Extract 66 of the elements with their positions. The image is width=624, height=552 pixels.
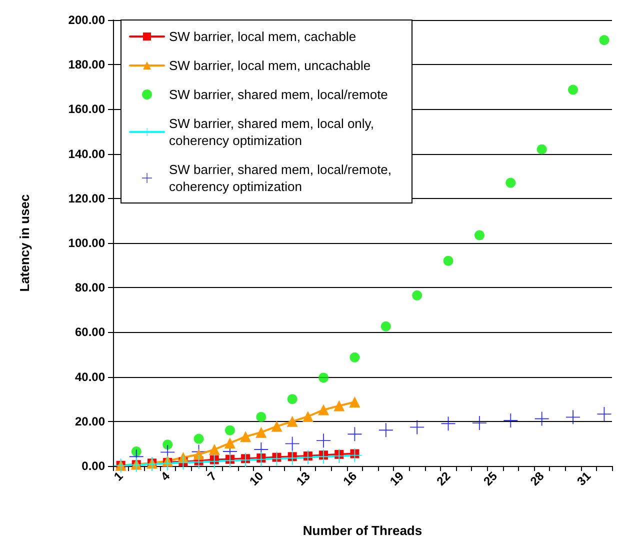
y-tick-label: 120.00 [68, 191, 106, 206]
y-tick-label: 0.00 [82, 459, 106, 473]
point [318, 372, 329, 383]
point [224, 425, 235, 436]
x-tick-label: 28 [527, 468, 548, 488]
point [568, 84, 578, 95]
x-tick-label: 31 [574, 468, 594, 488]
x-tick-label: 10 [246, 468, 266, 488]
point [599, 35, 610, 46]
x-tick-label: 7 [204, 468, 220, 484]
y-tick-label: 160.00 [68, 102, 106, 116]
point [194, 434, 204, 444]
y-tick-label: 200.00 [68, 13, 106, 27]
point [240, 431, 252, 442]
point [256, 412, 266, 422]
x-tick-label: 4 [158, 468, 173, 484]
y-tick-label: 140.00 [68, 146, 106, 161]
point [224, 438, 236, 449]
point [162, 440, 173, 450]
point [443, 256, 454, 266]
x-tick-label: 16 [340, 468, 360, 488]
point [348, 448, 362, 462]
point [318, 404, 330, 416]
legend-label: SW barrier, shared mem, local/remote [169, 87, 388, 102]
y-tick-label: 20.00 [74, 414, 106, 428]
x-tick-label: 22 [434, 468, 454, 488]
point [348, 427, 362, 442]
point [256, 426, 267, 438]
y-tick-label: 60.00 [74, 325, 106, 340]
point [285, 436, 300, 451]
point [193, 448, 204, 460]
point [536, 144, 547, 154]
point [597, 407, 612, 422]
point [349, 396, 360, 408]
point [504, 414, 518, 428]
point [378, 423, 393, 438]
point [271, 420, 282, 432]
x-tick-label: 19 [387, 468, 407, 488]
x-axis-title: Number of Threads [302, 523, 422, 538]
point [302, 410, 314, 422]
point [474, 230, 484, 240]
point [412, 290, 422, 300]
point [316, 434, 331, 448]
y-axis-title: Latency in usec [17, 194, 32, 292]
x-tick-label: 25 [480, 468, 500, 488]
point [286, 416, 298, 427]
point [334, 400, 345, 412]
legend-label: SW barrier, shared mem, local only, coherency optimization [169, 116, 378, 148]
y-tick-label: 80.00 [74, 280, 106, 295]
y-tick-label: 100.00 [68, 236, 106, 250]
point [287, 394, 298, 404]
y-tick-label: 180.00 [68, 58, 106, 72]
point [472, 416, 486, 430]
point [506, 178, 516, 188]
point [350, 352, 360, 362]
point [566, 410, 580, 424]
legend-label: SW barrier, local mem, uncachable [169, 58, 371, 73]
legend-label: SW barrier, shared mem, local/remote, coherency optimization [169, 162, 396, 194]
x-tick-label: 1 [111, 468, 126, 484]
x-tick-label: 13 [294, 468, 314, 488]
legend-label: SW barrier, local mem, cachable [169, 29, 356, 44]
point [176, 456, 190, 470]
point [410, 420, 424, 434]
point [208, 444, 220, 455]
y-tick-label: 40.00 [74, 370, 106, 384]
point [380, 321, 391, 332]
